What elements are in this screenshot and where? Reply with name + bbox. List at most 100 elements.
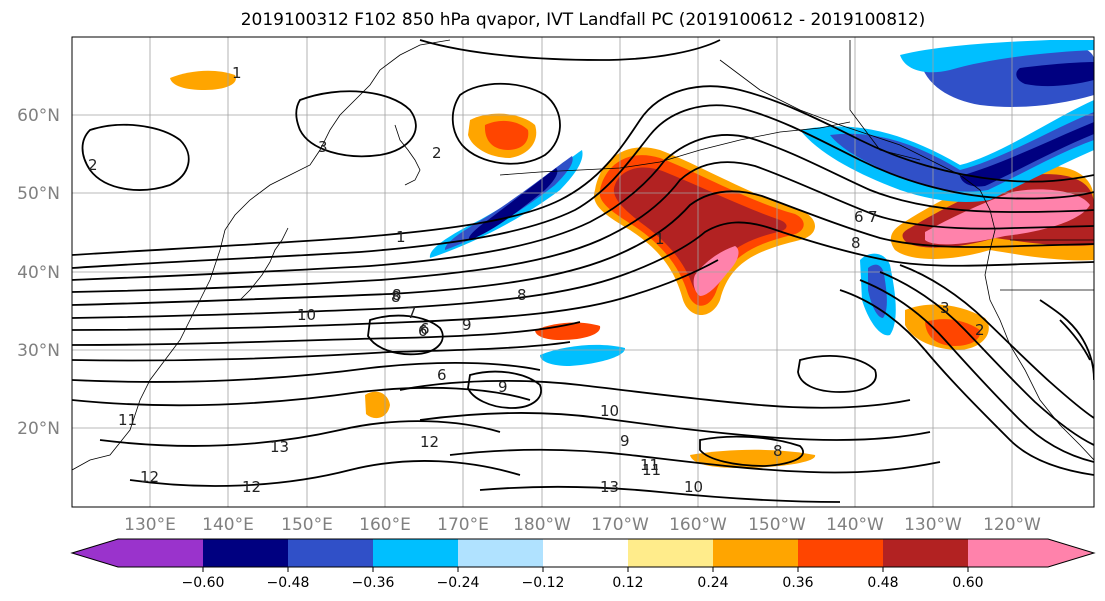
lat-label-20n: 20°N: [17, 419, 60, 439]
contour-label: 1: [655, 230, 665, 248]
shade-neg-goa-outer: [800, 100, 1094, 202]
contour-12: [99, 420, 501, 447]
contour-tropics-c: [449, 448, 941, 474]
map-panel: 1 2 3 2 1 1 6 7 8 10 6 8 9 9 10 11 12 13…: [71, 36, 1095, 508]
contour-label: 11: [118, 411, 137, 429]
colorbar-tick-label: −0.36: [352, 575, 395, 591]
shade-pos-kamchatka-core: [484, 120, 529, 150]
contour-8: [72, 321, 581, 346]
contour-1: [72, 85, 1094, 256]
lon-label-160w: 160°W: [669, 515, 727, 535]
shade-pos-subtrop-east-core: [925, 319, 981, 346]
contour-13: [129, 460, 521, 487]
contour-loop-kamchatka: [451, 82, 561, 165]
colorbar-tick-label: −0.48: [267, 575, 310, 591]
shade-neg-band-west-mid: [444, 156, 573, 250]
lon-label-120w: 120°W: [983, 515, 1041, 535]
contour-label: 6: [420, 320, 430, 338]
contour-4: [72, 161, 1094, 293]
colorbar-segment: [968, 539, 1048, 567]
contour-label: 8: [851, 234, 861, 252]
lat-label-40n: 40°N: [17, 263, 60, 283]
colorbar-extend-low: [72, 539, 118, 567]
contour-east-b: [859, 279, 1094, 463]
lon-label-150w: 150°W: [748, 515, 806, 535]
contour-label: 3: [318, 138, 328, 156]
colorbar-tick-label: 0.24: [697, 575, 728, 591]
colorbar-segment: [798, 539, 884, 567]
colorbar-segment: [288, 539, 374, 567]
contour-east-f: [1059, 319, 1091, 361]
contour-tropics-a: [399, 379, 911, 409]
contour-loop-sub4: [797, 355, 877, 393]
shade-pos-ar-peak: [693, 246, 739, 296]
colorbar-segment: [373, 539, 459, 567]
coast-japan: [239, 227, 289, 301]
contour-label-group: 1 2 3 2 1 1 6 7 8 10 6 8 9 9 10 11 12 13…: [88, 64, 985, 496]
contour-east-c: [879, 271, 1094, 446]
colorbar: −0.60 −0.48 −0.36 −0.24 −0.12 0.12 0.24 …: [70, 538, 1096, 591]
plot-title: 2019100312 F102 850 hPa qvapor, IVT Land…: [241, 10, 926, 30]
contour-label: 12: [140, 468, 159, 486]
colorbar-segment: [203, 539, 289, 567]
colorbar-segment: [458, 539, 544, 567]
contour-loop-central: [295, 90, 417, 158]
ivt-contours: [72, 39, 1094, 503]
contour-label: 2: [88, 156, 98, 174]
contour-label: 9: [620, 432, 630, 450]
contour-label: 11: [640, 456, 659, 474]
map-frame: [71, 36, 1095, 508]
contour-label: 13: [600, 478, 619, 496]
contour-label: 1: [396, 228, 406, 246]
coastlines: [72, 39, 1094, 471]
contour-7: [72, 259, 719, 331]
shade-neg-band-west-core: [468, 168, 558, 240]
coast-kamchatka: [394, 124, 421, 186]
qvapor-shading: [170, 40, 1094, 468]
contour-label: 11: [642, 461, 661, 479]
contour-label: 12: [420, 433, 439, 451]
lon-label-160e: 160°E: [359, 515, 411, 535]
contour-loop-sub1: [367, 314, 444, 356]
colorbar-segment: [628, 539, 714, 567]
coast-asia: [72, 39, 451, 471]
contour-label: 13: [270, 438, 289, 456]
contour-label: 1: [232, 64, 242, 82]
shade-pos-okhotsk: [170, 70, 236, 90]
shade-pos-west-sub: [365, 391, 390, 419]
colorbar-segment: [118, 539, 204, 567]
shade-neg-goa-core: [960, 122, 1094, 187]
contour-label: 8: [392, 286, 402, 304]
colorbar-ticks: [202, 567, 969, 572]
colorbar-tick-label: 0.36: [782, 575, 813, 591]
contour-label: 7: [407, 304, 417, 322]
contour-10: [72, 362, 541, 383]
contour-3: [72, 134, 1094, 281]
colorbar-tick-label: −0.60: [182, 575, 225, 591]
colorbar-tick-label: −0.12: [522, 575, 565, 591]
contour-label: 7: [868, 208, 878, 226]
lat-label-60n: 60°N: [17, 106, 60, 126]
contour-label: 10: [600, 402, 619, 420]
contour-6: [72, 221, 1094, 319]
colorbar-tick-label: 0.60: [952, 575, 983, 591]
contour-loop-west: [81, 123, 190, 191]
lon-label-140e: 140°E: [202, 515, 254, 535]
contour-tropics-d: [479, 485, 841, 503]
contour-label: 6: [437, 366, 447, 384]
contour-loop-arctic: [419, 39, 721, 61]
lat-label-30n: 30°N: [17, 341, 60, 361]
map-content: 1 2 3 2 1 1 6 7 8 10 6 8 9 9 10 11 12 13…: [72, 37, 1094, 507]
contour-label: 6: [854, 208, 864, 226]
lon-label-180w: 180°W: [513, 515, 571, 535]
lon-label-170e: 170°E: [437, 515, 489, 535]
contour-label: 2: [432, 144, 442, 162]
shade-neg-goa-mid: [830, 112, 1094, 192]
contour-label: 10: [684, 478, 703, 496]
shade-pos-ne-core: [925, 189, 1090, 245]
contour-label: 10: [297, 306, 316, 324]
lat-label-50n: 50°N: [17, 184, 60, 204]
colorbar-tick-label: −0.24: [437, 575, 480, 591]
latitude-labels: 60°N 50°N 40°N 30°N 20°N: [17, 106, 60, 439]
